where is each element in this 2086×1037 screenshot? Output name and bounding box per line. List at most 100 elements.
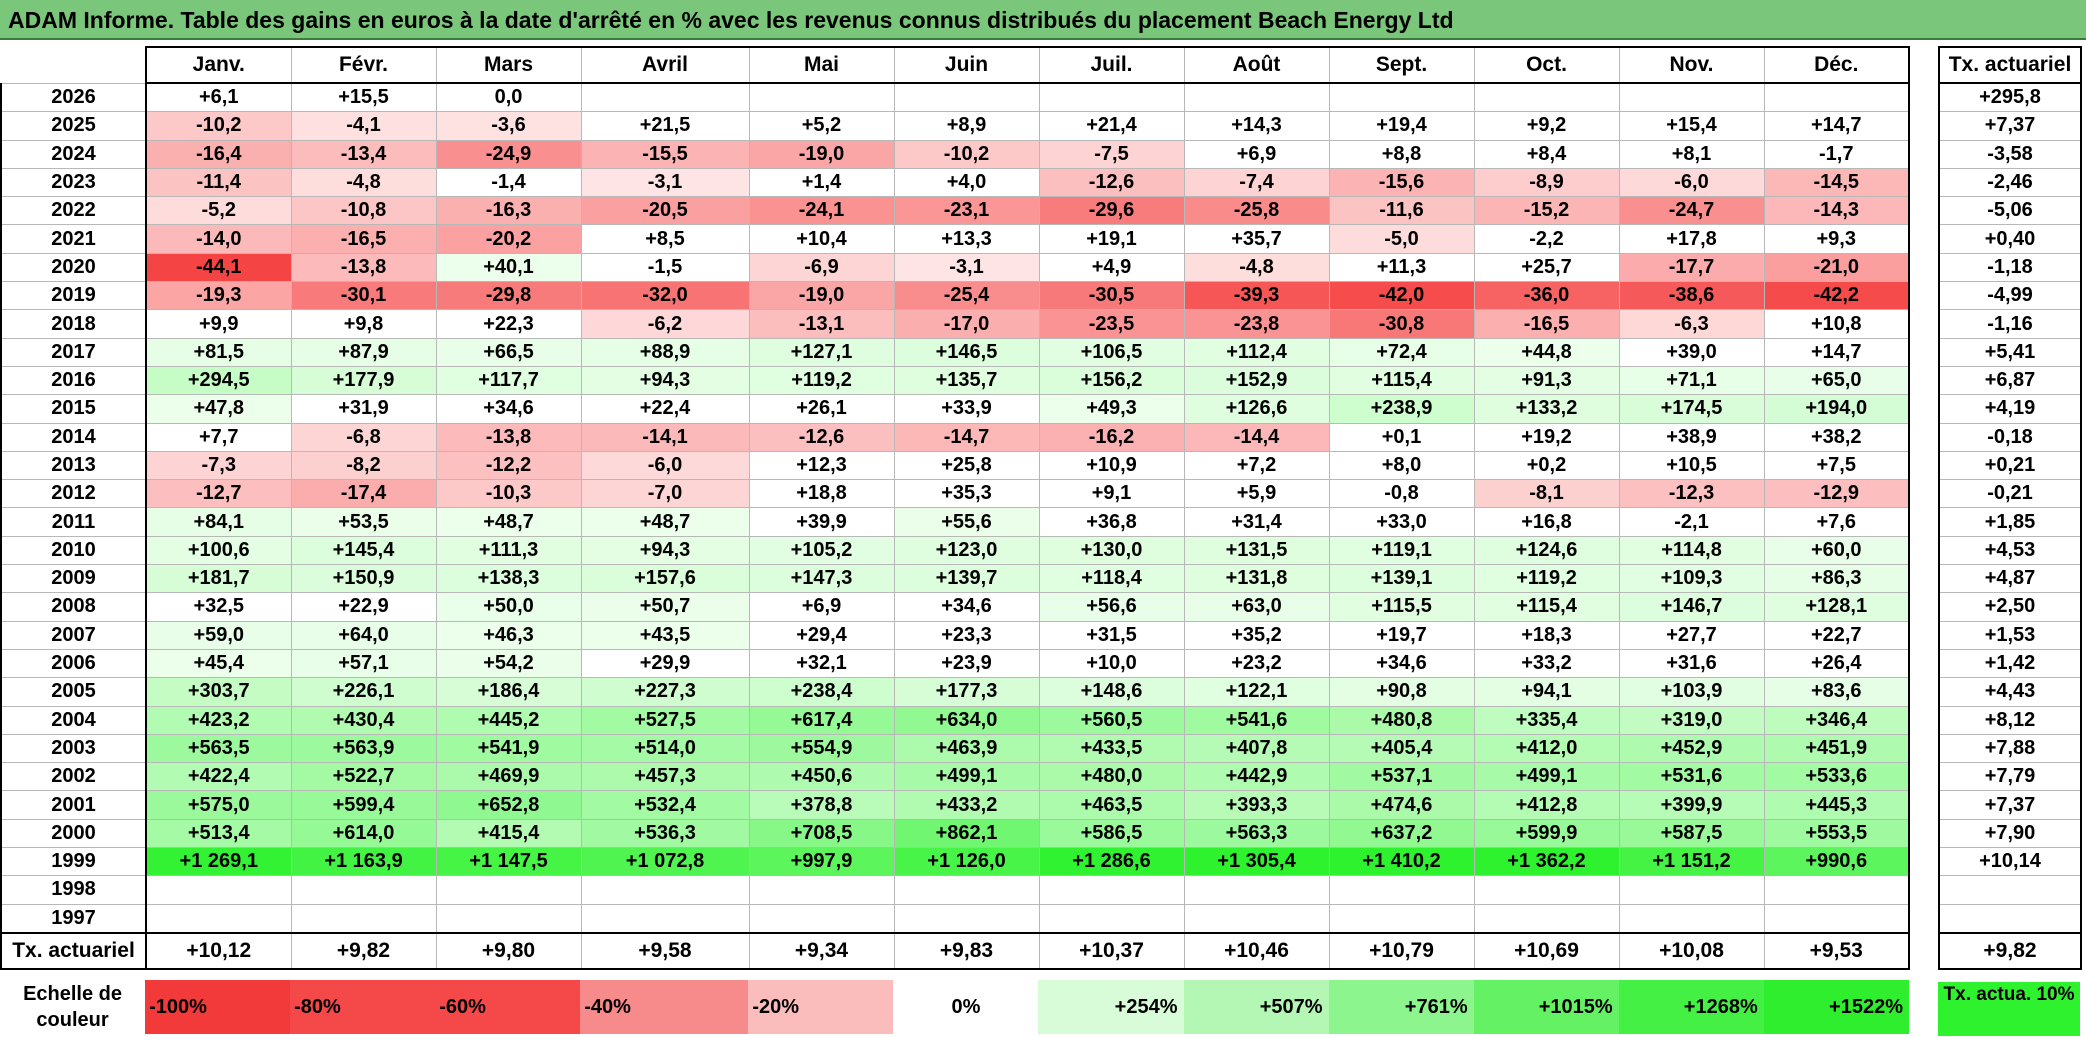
gain-cell: -8,9 (1473, 167, 1620, 198)
table-row: 2006 +45,4 +57,1 +54,2 +29,9 +32,1 +23,9 +10,0 +… (0, 648, 1910, 679)
gain-cell: +71,1 (1618, 365, 1765, 396)
gain-cell: +415,4 (435, 818, 582, 849)
gain-cell: -13,8 (290, 252, 437, 283)
rate-cell: -5,06 (1938, 196, 2082, 226)
gain-cell: +22,7 (1763, 620, 1910, 650)
gain-cell: +138,3 (435, 564, 582, 594)
table-row: 2012 -12,7 -17,4 -10,3 -7,0 +18,8 +35,3 +9,1 +5,… (0, 479, 1910, 509)
gain-cell: +115,4 (1473, 592, 1620, 622)
table-row: 2013 -7,3 -8,2 -12,2 -6,0 +12,3 +25,8 +10,9 +7,2… (0, 450, 1910, 481)
gain-cell: -7,0 (580, 479, 750, 509)
gain-cell (1473, 82, 1620, 113)
gain-cell: +422,4 (145, 762, 292, 792)
footer-rate-cell: +9,53 (1763, 931, 1910, 970)
gain-cell: -11,4 (145, 167, 292, 198)
rate-cell: +4,53 (1938, 535, 2082, 566)
gain-cell: +442,9 (1183, 762, 1330, 792)
gain-cell (1328, 82, 1475, 113)
gain-cell: +0,2 (1473, 450, 1620, 481)
year-label: 2014 (0, 422, 147, 452)
gain-cell: +10,4 (748, 224, 895, 254)
gain-cell: +84,1 (145, 507, 292, 537)
gain-cell: +614,0 (290, 818, 437, 849)
gain-cell: -14,0 (145, 224, 292, 254)
gain-cell: +131,8 (1183, 564, 1330, 594)
table-row: 2024 -16,4 -13,4 -24,9 -15,5 -19,0 -10,2 -7,5 +6… (0, 139, 1910, 169)
table-row: 2019 -19,3 -30,1 -29,8 -32,0 -19,0 -25,4 -30,5-… (0, 281, 1910, 311)
footer-rate-cell: +10,69 (1473, 931, 1620, 970)
gain-cell: +480,8 (1328, 705, 1475, 735)
gain-cell: +32,5 (145, 592, 292, 622)
gain-cell: +10,8 (1763, 309, 1910, 339)
gain-cell: -12,2 (435, 450, 582, 481)
gain-cell (1183, 903, 1330, 934)
month-header: Janv. (145, 46, 292, 84)
month-header: Déc. (1763, 46, 1910, 84)
gain-cell: -15,6 (1328, 167, 1475, 198)
gain-cell: +536,3 (580, 818, 750, 849)
gain-cell: +157,6 (580, 564, 750, 594)
gain-cell: +399,9 (1618, 790, 1765, 820)
gain-cell: +8,9 (893, 111, 1040, 141)
gain-cell: -44,1 (145, 252, 292, 283)
gain-cell: +23,2 (1183, 648, 1330, 679)
footer-rate-cell: +9,34 (748, 931, 895, 970)
gain-cell: +46,3 (435, 620, 582, 650)
gain-cell: -14,4 (1183, 422, 1330, 452)
scale-swatch: +1015% (1473, 980, 1619, 1034)
gain-cell: +586,5 (1038, 818, 1185, 849)
gain-cell: +294,5 (145, 365, 292, 396)
gain-cell: +514,0 (580, 733, 750, 764)
gain-cell: +39,9 (748, 507, 895, 537)
gain-cell: +451,9 (1763, 733, 1910, 764)
rate-cell (1938, 875, 2082, 905)
rate-cell: -4,99 (1938, 281, 2082, 311)
rate-cell: -1,18 (1938, 252, 2082, 283)
gain-cell: +133,2 (1473, 394, 1620, 424)
gain-cell: +29,4 (748, 620, 895, 650)
table-row: 2025 -10,2 -4,1 -3,6 +21,5 +5,2 +8,9 +21,4 +14,3… (0, 111, 1910, 141)
scale-swatch: -80% (290, 980, 436, 1034)
gain-cell: -20,5 (580, 196, 750, 226)
gain-cell (1328, 875, 1475, 905)
gain-cell: +35,7 (1183, 224, 1330, 254)
year-label: 2026 (0, 82, 147, 113)
gain-cell: +64,0 (290, 620, 437, 650)
gain-cell: -12,6 (1038, 167, 1185, 198)
gain-cell: +111,3 (435, 535, 582, 566)
gain-cell: +10,5 (1618, 450, 1765, 481)
gain-cell: +1 072,8 (580, 847, 750, 877)
gain-cell: +541,6 (1183, 705, 1330, 735)
gain-cell (748, 903, 895, 934)
gain-cell: +412,0 (1473, 733, 1620, 764)
gain-cell: -17,0 (893, 309, 1040, 339)
gain-cell (748, 875, 895, 905)
scale-swatch: +761% (1328, 980, 1474, 1034)
gain-cell (893, 82, 1040, 113)
gain-cell: +38,9 (1618, 422, 1765, 452)
gain-cell: +33,2 (1473, 648, 1620, 679)
gain-cell: +27,7 (1618, 620, 1765, 650)
table-row: 2008 +32,5 +22,9 +50,0 +50,7 +6,9 +34,6 +56,6 +6… (0, 592, 1910, 622)
gain-cell: +599,9 (1473, 818, 1620, 849)
gain-cell: +83,6 (1763, 677, 1910, 707)
table-row: 2001 +575,0 +599,4 +652,8 +532,4 +378,8 +433,2… (0, 790, 1910, 820)
gain-cell: +554,9 (748, 733, 895, 764)
table-row: 1997 (0, 903, 1910, 934)
gain-cell: +94,3 (580, 535, 750, 566)
gain-cell: +1 126,0 (893, 847, 1040, 877)
gain-cell: +34,6 (893, 592, 1040, 622)
year-label: 2018 (0, 309, 147, 339)
gain-cell: +103,9 (1618, 677, 1765, 707)
gain-cell: -23,1 (893, 196, 1040, 226)
gain-cell: +66,5 (435, 337, 582, 367)
year-label: 2013 (0, 450, 147, 481)
gain-cell: +106,5 (1038, 337, 1185, 367)
table-row: 2014 +7,7 -6,8 -13,8 -14,1 -12,6 -14,7 -16,2 -14… (0, 422, 1910, 452)
rate-cell: +7,88 (1938, 733, 2082, 764)
gain-cell: +39,0 (1618, 337, 1765, 367)
gain-cell: +527,5 (580, 705, 750, 735)
gain-cell: +14,3 (1183, 111, 1330, 141)
gain-cell: -32,0 (580, 281, 750, 311)
gain-cell: -29,6 (1038, 196, 1185, 226)
